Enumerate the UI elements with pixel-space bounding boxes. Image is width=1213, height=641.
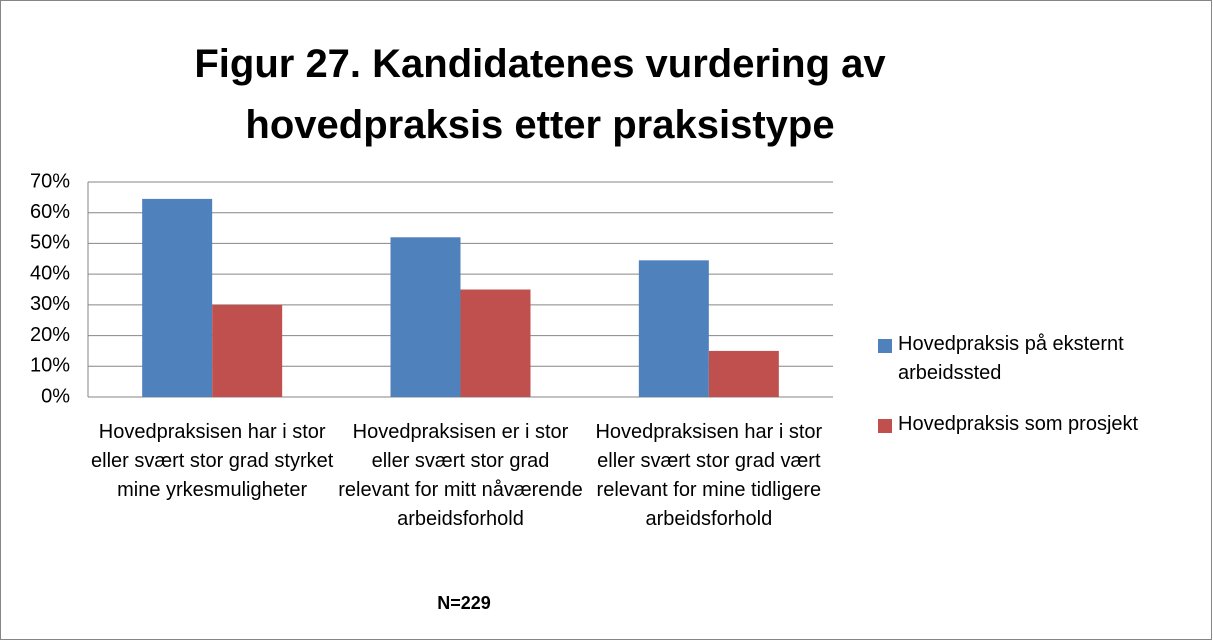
bar — [142, 198, 213, 397]
y-tick-label: 0% — [41, 385, 70, 407]
y-tick-label: 60% — [30, 201, 70, 223]
bar — [460, 289, 531, 397]
bar — [708, 350, 779, 397]
x-tick-label: Hovedpraksisen har i stor eller svært st… — [91, 421, 334, 501]
legend-swatch — [878, 419, 892, 433]
annotation: N=229 — [437, 593, 491, 613]
chart-title: Figur 27. Kandidatenes vurdering av hove… — [194, 42, 886, 147]
bar — [638, 260, 709, 397]
y-tick-label: 20% — [30, 324, 70, 346]
y-tick-label: 30% — [30, 293, 70, 315]
y-tick-label: 50% — [30, 232, 70, 254]
bar — [390, 237, 461, 397]
y-tick-label: 40% — [30, 262, 70, 284]
legend-label: Hovedpraksis på eksternt arbeidssted — [898, 333, 1124, 384]
x-tick-label: Hovedpraksisen har i stor eller svært st… — [595, 421, 823, 530]
y-tick-label: 10% — [30, 355, 70, 377]
bar — [212, 304, 283, 397]
y-tick-label: 70% — [30, 170, 70, 192]
legend-swatch — [878, 339, 892, 353]
x-tick-label: Hovedpraksisen er i stor eller svært sto… — [338, 421, 583, 530]
legend-label: Hovedpraksis som prosjekt — [898, 413, 1139, 435]
